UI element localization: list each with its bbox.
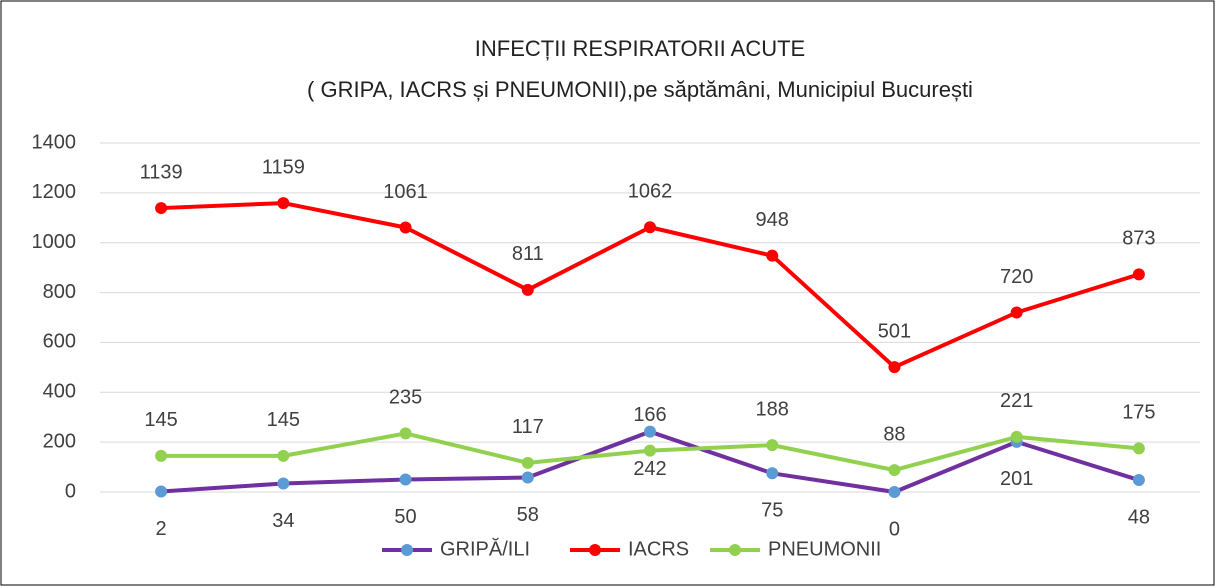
point [521,283,534,296]
point [1132,268,1145,281]
point [644,425,656,438]
y-tick-label: 1400 [32,131,77,153]
data-label: 948 [756,209,789,231]
chart-title: INFECȚII RESPIRATORII ACUTE [475,36,805,61]
point [155,202,168,215]
data-label: 145 [267,409,300,431]
data-label: 75 [761,500,783,522]
point [766,467,779,480]
data-label: 1062 [628,181,673,203]
point [399,427,412,440]
legend-label: PNEUMONII [768,538,881,560]
point [766,439,779,452]
data-label: 221 [1000,390,1033,412]
data-label: 145 [144,409,177,431]
legend-marker [401,544,413,556]
data-label: 873 [1122,228,1155,250]
point [644,444,656,457]
data-label: 88 [883,423,905,445]
y-tick-label: 200 [43,430,76,452]
legend-label: GRIPĂ/ILI [440,537,530,560]
data-label: 1061 [383,181,428,203]
point [1010,306,1023,319]
data-label: 1159 [262,156,305,178]
point [1010,430,1023,443]
data-label: 58 [517,504,539,526]
data-label: 501 [878,320,911,342]
data-label: 235 [389,387,422,409]
data-label: 0 [889,518,900,540]
legend-marker [589,544,601,556]
point [521,471,534,484]
point [277,449,290,462]
y-tick-label: 600 [43,331,76,353]
point [888,361,901,374]
y-tick-label: 1200 [32,181,77,203]
chart-subtitle: ( GRIPA, IACRS și PNEUMONII),pe săptămân… [307,77,973,102]
data-label: 2 [156,518,167,540]
point [155,485,168,498]
point [766,249,779,262]
y-tick-label: 400 [43,381,76,403]
point [644,221,656,234]
data-label: 166 [633,404,666,426]
data-label: 50 [394,506,416,528]
y-tick-label: 800 [43,281,76,303]
data-label: 242 [633,458,666,480]
point [888,486,901,498]
point [521,456,534,469]
point [1132,442,1145,455]
data-label: 811 [512,243,544,265]
point [277,477,290,490]
legend-label: IACRS [628,538,689,560]
legend-marker [729,544,741,556]
point [888,464,901,477]
point [277,197,290,210]
data-label: 188 [756,398,789,420]
point [399,221,412,234]
data-label: 201 [1000,468,1033,490]
point [399,473,412,486]
point [155,449,168,462]
data-label: 34 [272,510,294,532]
data-label: 117 [512,416,544,438]
y-tick-label: 0 [65,480,76,502]
y-tick-label: 1000 [32,231,77,253]
data-label: 48 [1128,506,1150,528]
data-label: 175 [1122,402,1155,424]
point [1132,474,1145,487]
data-label: 720 [1000,266,1033,288]
data-label: 1139 [140,161,183,183]
